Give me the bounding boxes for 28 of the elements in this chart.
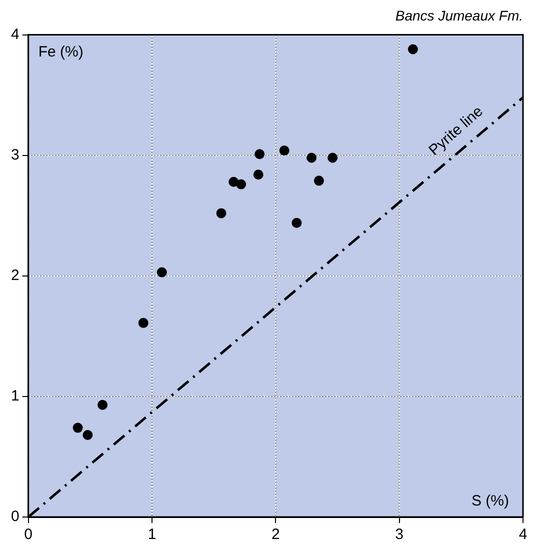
point xyxy=(216,208,226,218)
point xyxy=(82,430,93,440)
point xyxy=(328,152,338,163)
x-tick-label: 1 xyxy=(148,526,156,544)
point xyxy=(72,422,83,433)
y-tick-label: 1 xyxy=(11,388,20,405)
y-tick-label: 0 xyxy=(11,508,20,526)
point xyxy=(279,146,290,156)
x-tick-label: 4 xyxy=(518,526,528,544)
y-axis-title: Fe (%) xyxy=(38,43,84,60)
point xyxy=(314,176,324,186)
point xyxy=(306,152,317,163)
point xyxy=(138,318,148,328)
x-tick-label: 2 xyxy=(272,526,280,544)
point xyxy=(156,267,167,278)
point xyxy=(254,149,265,160)
point xyxy=(408,44,418,54)
y-tick-label: 4 xyxy=(11,26,20,43)
point xyxy=(292,218,302,228)
point xyxy=(236,179,246,190)
point xyxy=(253,170,264,180)
chart-title: Bancs Jumeaux Fm. xyxy=(395,7,523,24)
y-tick-label: 3 xyxy=(11,146,20,164)
y-tick-label: 2 xyxy=(11,267,20,284)
point xyxy=(98,400,108,410)
x-tick-label: 3 xyxy=(395,526,404,544)
x-axis-title: S (%) xyxy=(472,492,510,510)
x-tick-label: 0 xyxy=(24,526,33,544)
